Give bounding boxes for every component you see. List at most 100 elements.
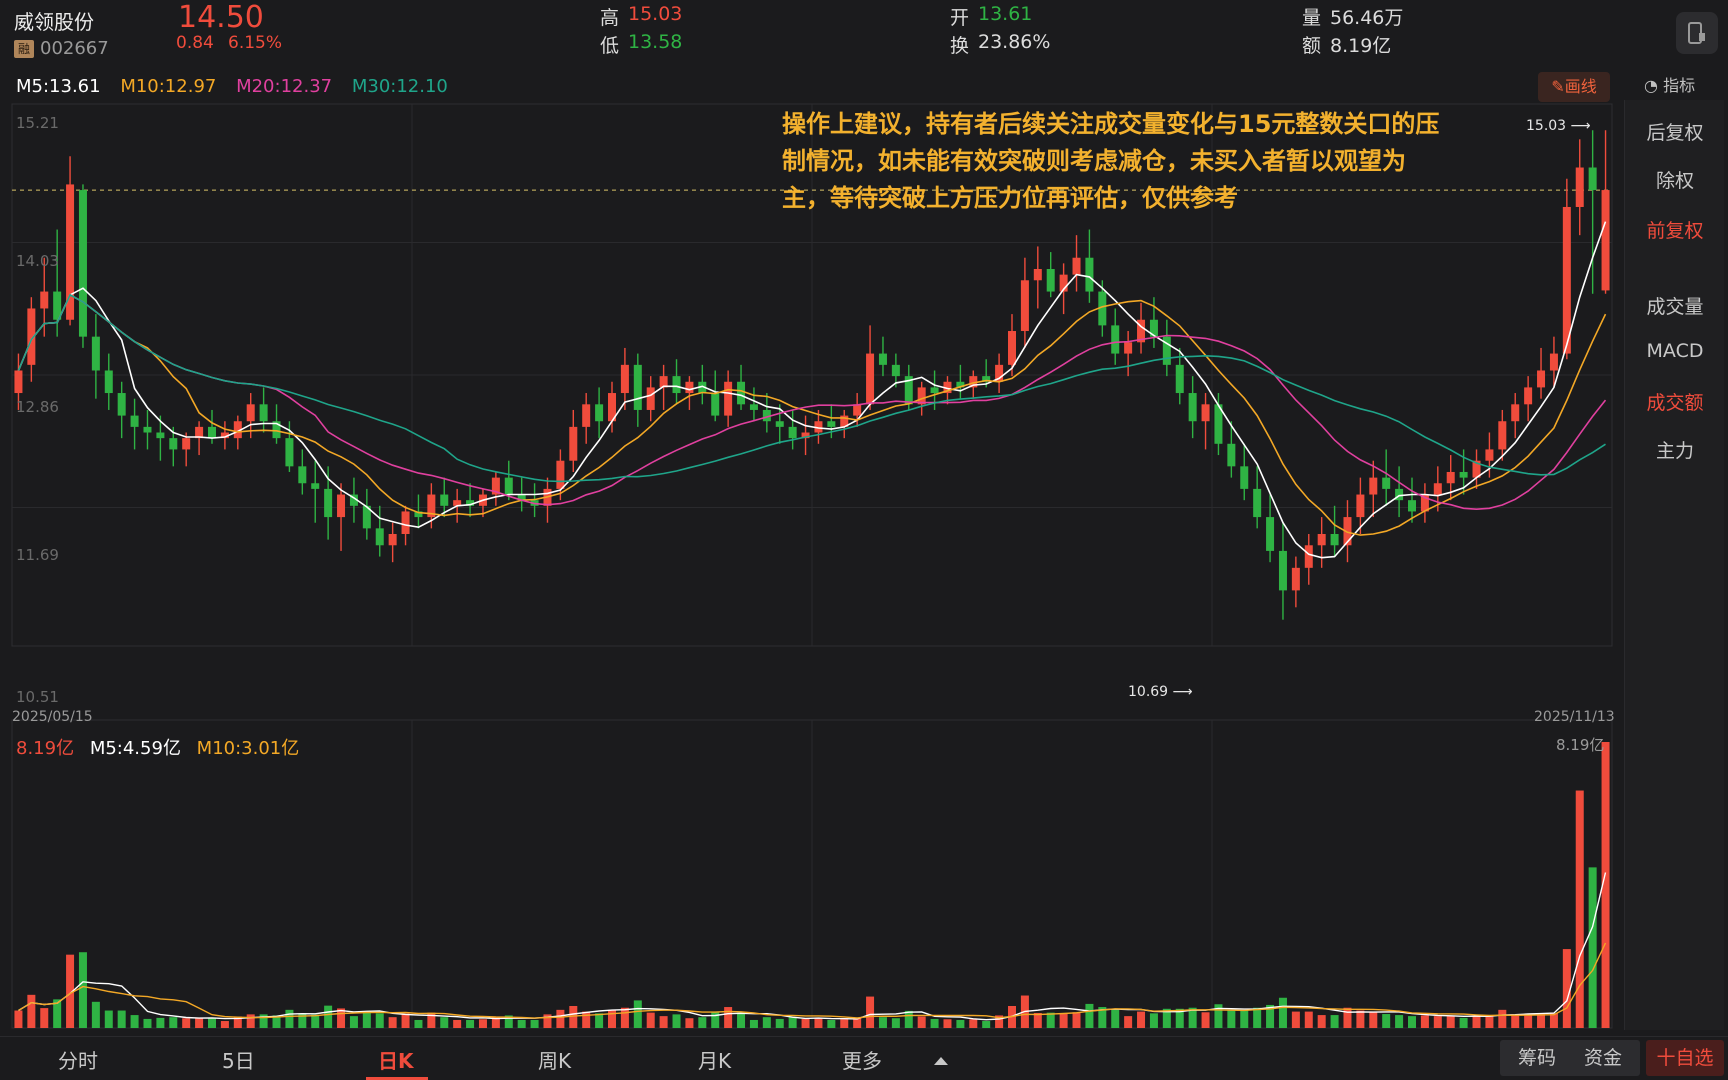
volume-bar (620, 1007, 629, 1028)
candle-body (1369, 477, 1378, 495)
volume-bar (504, 1015, 513, 1028)
candle-body (724, 381, 733, 416)
add-watchlist-button[interactable]: 十自选 (1646, 1040, 1724, 1076)
price-axis-label: 14.03 (16, 252, 59, 270)
side-item-volume[interactable]: 成交量 (1646, 296, 1704, 318)
volume-bar (246, 1014, 255, 1028)
candle-body (1433, 483, 1442, 495)
volume-bar (917, 1016, 926, 1028)
side-item-ex-rights[interactable]: 除权 (1655, 170, 1694, 192)
indicator-button[interactable]: ◔ 指标 (1644, 72, 1695, 96)
side-item-macd[interactable]: MACD (1646, 340, 1704, 362)
volume-bar (749, 1019, 758, 1028)
candle-body (608, 393, 616, 422)
candle-body (208, 426, 216, 439)
volume-bar (1562, 949, 1571, 1028)
tab-monthly-k[interactable]: 月K (698, 1049, 732, 1073)
volume-bar (1111, 1008, 1120, 1028)
candle-body (1137, 319, 1146, 343)
ma10-line (17, 293, 1607, 536)
volume-bar (1601, 742, 1610, 1028)
volume-bar (453, 1019, 462, 1028)
volume-bar (737, 1012, 746, 1028)
volume-bar (195, 1018, 204, 1028)
margin-badge: 融 (14, 40, 34, 58)
volume-bar (866, 996, 875, 1028)
candle-body (1330, 534, 1339, 546)
volume-bar (1588, 867, 1597, 1028)
candle-body (1446, 471, 1455, 484)
side-item-amount[interactable]: 成交额 (1646, 392, 1704, 414)
turnover-value: 23.86% (978, 31, 1051, 53)
side-item-post-adjusted[interactable]: 后复权 (1646, 122, 1704, 144)
volume-bar (956, 1019, 965, 1028)
caret-up-icon[interactable] (934, 1057, 948, 1065)
candle-body (401, 511, 410, 534)
draw-line-label: 画线 (1564, 77, 1597, 96)
volume-bar (311, 1014, 320, 1028)
tab-daily-k[interactable]: 日K (378, 1049, 414, 1073)
candle-body (1537, 370, 1546, 388)
volume-bar (1098, 1007, 1107, 1028)
candle-body (620, 364, 629, 394)
tab-more[interactable]: 更多 (842, 1049, 882, 1073)
volume-bar (1304, 1011, 1313, 1028)
volume-bar (1240, 1010, 1249, 1028)
candle-body (362, 505, 371, 529)
high-label: 高 (600, 7, 620, 29)
candle-body (1317, 534, 1326, 546)
candle-body (169, 438, 178, 450)
candle-body (491, 477, 500, 495)
side-item-pre-adjusted[interactable]: 前复权 (1646, 220, 1704, 242)
candle-body (1395, 488, 1404, 501)
side-item-main-force[interactable]: 主力 (1655, 440, 1694, 462)
start-date: 2025/05/15 (12, 709, 93, 725)
kline-chart[interactable] (0, 100, 1620, 1030)
chips-button[interactable]: 筹码 (1517, 1047, 1556, 1069)
candle-body (711, 393, 720, 416)
amount-legend: 8.19亿 (16, 738, 75, 759)
volume-bar (66, 954, 75, 1028)
volume-bar (104, 1010, 113, 1028)
candle-body (1524, 387, 1533, 405)
candle-body (891, 364, 900, 377)
volume-bar (466, 1019, 475, 1028)
funds-button[interactable]: 资金 (1583, 1047, 1622, 1069)
tab-weekly-k[interactable]: 周K (538, 1049, 572, 1073)
candle-body (272, 421, 281, 439)
low-marker: 10.69 ⟶ (1128, 684, 1193, 700)
landscape-toggle-button[interactable] (1676, 12, 1718, 54)
candle-body (375, 528, 384, 546)
candle-body (466, 500, 475, 506)
tab-intraday[interactable]: 分时 (58, 1049, 98, 1073)
volume-bar (388, 1017, 397, 1028)
chips-funds-group: 筹码 资金 (1500, 1040, 1640, 1076)
tab-5day[interactable]: 5日 (222, 1049, 255, 1073)
volume-bar (608, 1009, 616, 1028)
candle-body (453, 500, 462, 506)
candle-body (1562, 206, 1571, 354)
volume-bar (853, 1018, 862, 1028)
volume-bar (698, 1017, 707, 1028)
candle-body (1485, 449, 1494, 461)
candle-body (143, 426, 152, 433)
volume-bar (1408, 1016, 1416, 1028)
volume-label: 量 (1302, 7, 1322, 29)
candle-body (1588, 167, 1597, 191)
volume-bar (427, 1012, 436, 1028)
turnover-label: 换 (950, 35, 970, 57)
stock-name: 威领股份 (14, 10, 94, 34)
candle-body (1266, 517, 1275, 551)
volume-bar (1137, 1011, 1146, 1028)
candle-body (1382, 477, 1391, 489)
volume-bar (1149, 1013, 1158, 1028)
candle-body (388, 534, 397, 546)
candle-body (814, 421, 823, 433)
volume-bar (143, 1018, 152, 1028)
volume-bar (1266, 1004, 1275, 1028)
ma10-legend: M10:12.97 (120, 76, 217, 97)
draw-line-button[interactable]: ✎画线 (1538, 72, 1610, 102)
candle-body (246, 404, 255, 422)
volume-bar (1188, 1007, 1197, 1028)
volume-bar (775, 1018, 784, 1028)
